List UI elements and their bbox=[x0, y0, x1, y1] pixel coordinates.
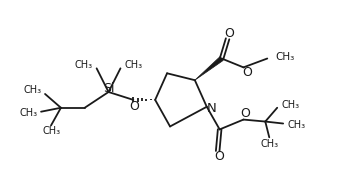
Text: O: O bbox=[130, 100, 139, 113]
Text: CH₃: CH₃ bbox=[75, 60, 93, 70]
Text: O: O bbox=[215, 150, 225, 162]
Text: O: O bbox=[240, 107, 250, 120]
Text: CH₃: CH₃ bbox=[260, 139, 278, 149]
Text: O: O bbox=[243, 66, 252, 79]
Text: CH₃: CH₃ bbox=[287, 119, 305, 130]
Text: CH₃: CH₃ bbox=[124, 60, 143, 70]
Text: Si: Si bbox=[103, 82, 114, 95]
Polygon shape bbox=[195, 57, 223, 80]
Text: CH₃: CH₃ bbox=[43, 126, 61, 136]
Text: CH₃: CH₃ bbox=[20, 108, 38, 118]
Text: CH₃: CH₃ bbox=[24, 85, 42, 95]
Text: N: N bbox=[207, 102, 216, 115]
Text: CH₃: CH₃ bbox=[281, 100, 299, 110]
Text: O: O bbox=[225, 27, 234, 40]
Text: CH₃: CH₃ bbox=[275, 52, 295, 61]
